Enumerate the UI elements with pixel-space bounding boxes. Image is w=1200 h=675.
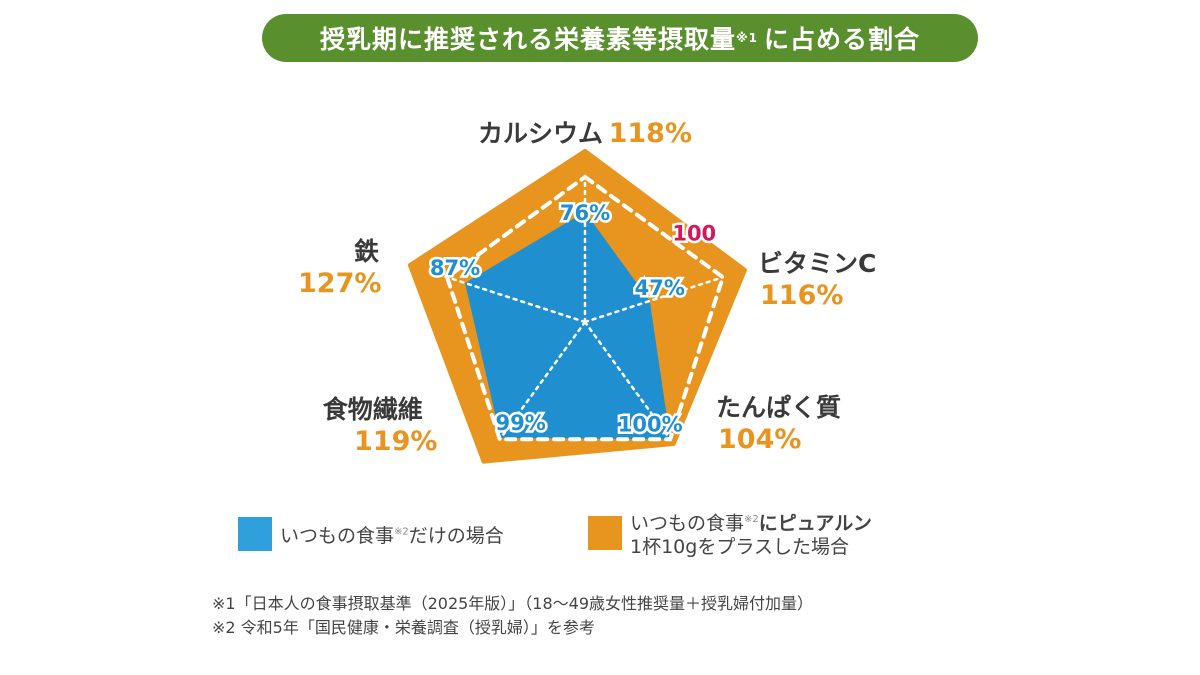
legend-swatch-orange xyxy=(588,516,622,550)
reference-label-100: 100 xyxy=(672,221,716,245)
footnotes: ※1「日本人の食事摂取基準（2025年版）」（18〜49歳女性推奨量＋授乳婦付加… xyxy=(212,592,813,640)
data-label-blue: 99% xyxy=(495,411,545,435)
footnote-2: ※2 令和5年「国民健康・栄養調査（授乳婦）」を参考 xyxy=(212,618,595,637)
footnote-1: ※1「日本人の食事摂取基準（2025年版）」（18〜49歳女性推奨量＋授乳婦付加… xyxy=(212,594,814,613)
data-label-blue: 76% xyxy=(560,201,610,225)
data-label-blue: 47% xyxy=(635,276,685,300)
data-label-blue: 100% xyxy=(618,412,683,436)
reference-ring-100 xyxy=(444,174,726,442)
axis-spoke xyxy=(583,275,725,324)
legend-item-blue: いつもの食事※2だけの場合 xyxy=(238,515,504,551)
data-label-blue: 87% xyxy=(430,256,480,280)
title-tail: に占める割合 xyxy=(764,25,921,54)
title-sup: ※1 xyxy=(735,31,758,45)
axis-label-vitamin-c: ビタミンC 116% xyxy=(758,249,877,311)
axis-spoke xyxy=(583,320,672,441)
legend-swatch-blue xyxy=(238,517,272,551)
series-blue-area xyxy=(465,211,671,440)
chart-title: 授乳期に推奨される栄養素等摂取量 ※1 に占める割合 xyxy=(262,14,978,62)
axis-label-calcium: カルシウム 118% xyxy=(478,118,693,149)
title-main: 授乳期に推奨される栄養素等摂取量 xyxy=(319,25,736,54)
legend-item-orange: いつもの食事※2にピュアルン 1杯10gをプラスした場合 xyxy=(588,508,872,559)
axis-label-protein: たんぱく質 104% xyxy=(716,393,842,455)
axis-label-iron: 鉄 127% xyxy=(298,237,382,299)
axis-spoke xyxy=(445,275,587,324)
axis-label-fiber: 食物繊維 119% xyxy=(322,395,438,457)
axis-spoke xyxy=(498,320,587,441)
